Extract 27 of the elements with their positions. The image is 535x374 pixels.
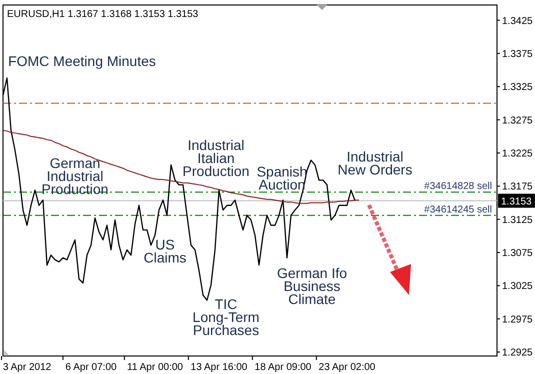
annotation: TIC Long-Term Purchases	[192, 296, 260, 338]
ref-line-label: #34614245 sell	[424, 204, 492, 216]
chart-title: EURUSD,H1 1.3167 1.3168 1.3153 1.3153	[7, 9, 199, 20]
y-tick-label: 1.3275	[502, 115, 534, 126]
y-tick-label: 1.3075	[502, 248, 534, 259]
annotation: German Ifo Business Climate	[276, 265, 348, 307]
x-tick-label: 6 Apr 07:00	[65, 362, 118, 373]
x-tick-label: 13 Apr 16:00	[190, 362, 248, 373]
ref-line-label: 1.3153	[501, 196, 532, 208]
annotation: Industrial New Orders	[338, 148, 412, 178]
y-tick-label: 1.3175	[502, 182, 534, 193]
x-tick-label: 18 Apr 09:00	[254, 362, 312, 373]
x-tick-label: 3 Apr 2012	[2, 362, 52, 373]
y-tick-label: 1.2925	[502, 348, 534, 359]
y-tick-label: 1.2975	[502, 314, 534, 326]
annotation: US Claims	[144, 236, 186, 266]
ref-line-label: #34614828 sell	[424, 181, 492, 192]
y-tick-label: 1.3425	[502, 16, 534, 27]
y-tick-label: 1.3125	[502, 214, 534, 226]
annotation: FOMC Meeting Minutes	[8, 53, 156, 69]
y-tick-label: 1.3375	[502, 48, 534, 60]
annotation: Industrial Italian Production	[182, 137, 250, 179]
x-tick-label: 11 Apr 00:00	[127, 362, 184, 373]
y-tick-label: 1.3225	[502, 148, 534, 160]
y-tick-label: 1.3025	[502, 281, 534, 292]
y-tick-label: 1.3325	[502, 82, 534, 94]
x-tick-label: 23 Apr 02:00	[318, 362, 376, 373]
